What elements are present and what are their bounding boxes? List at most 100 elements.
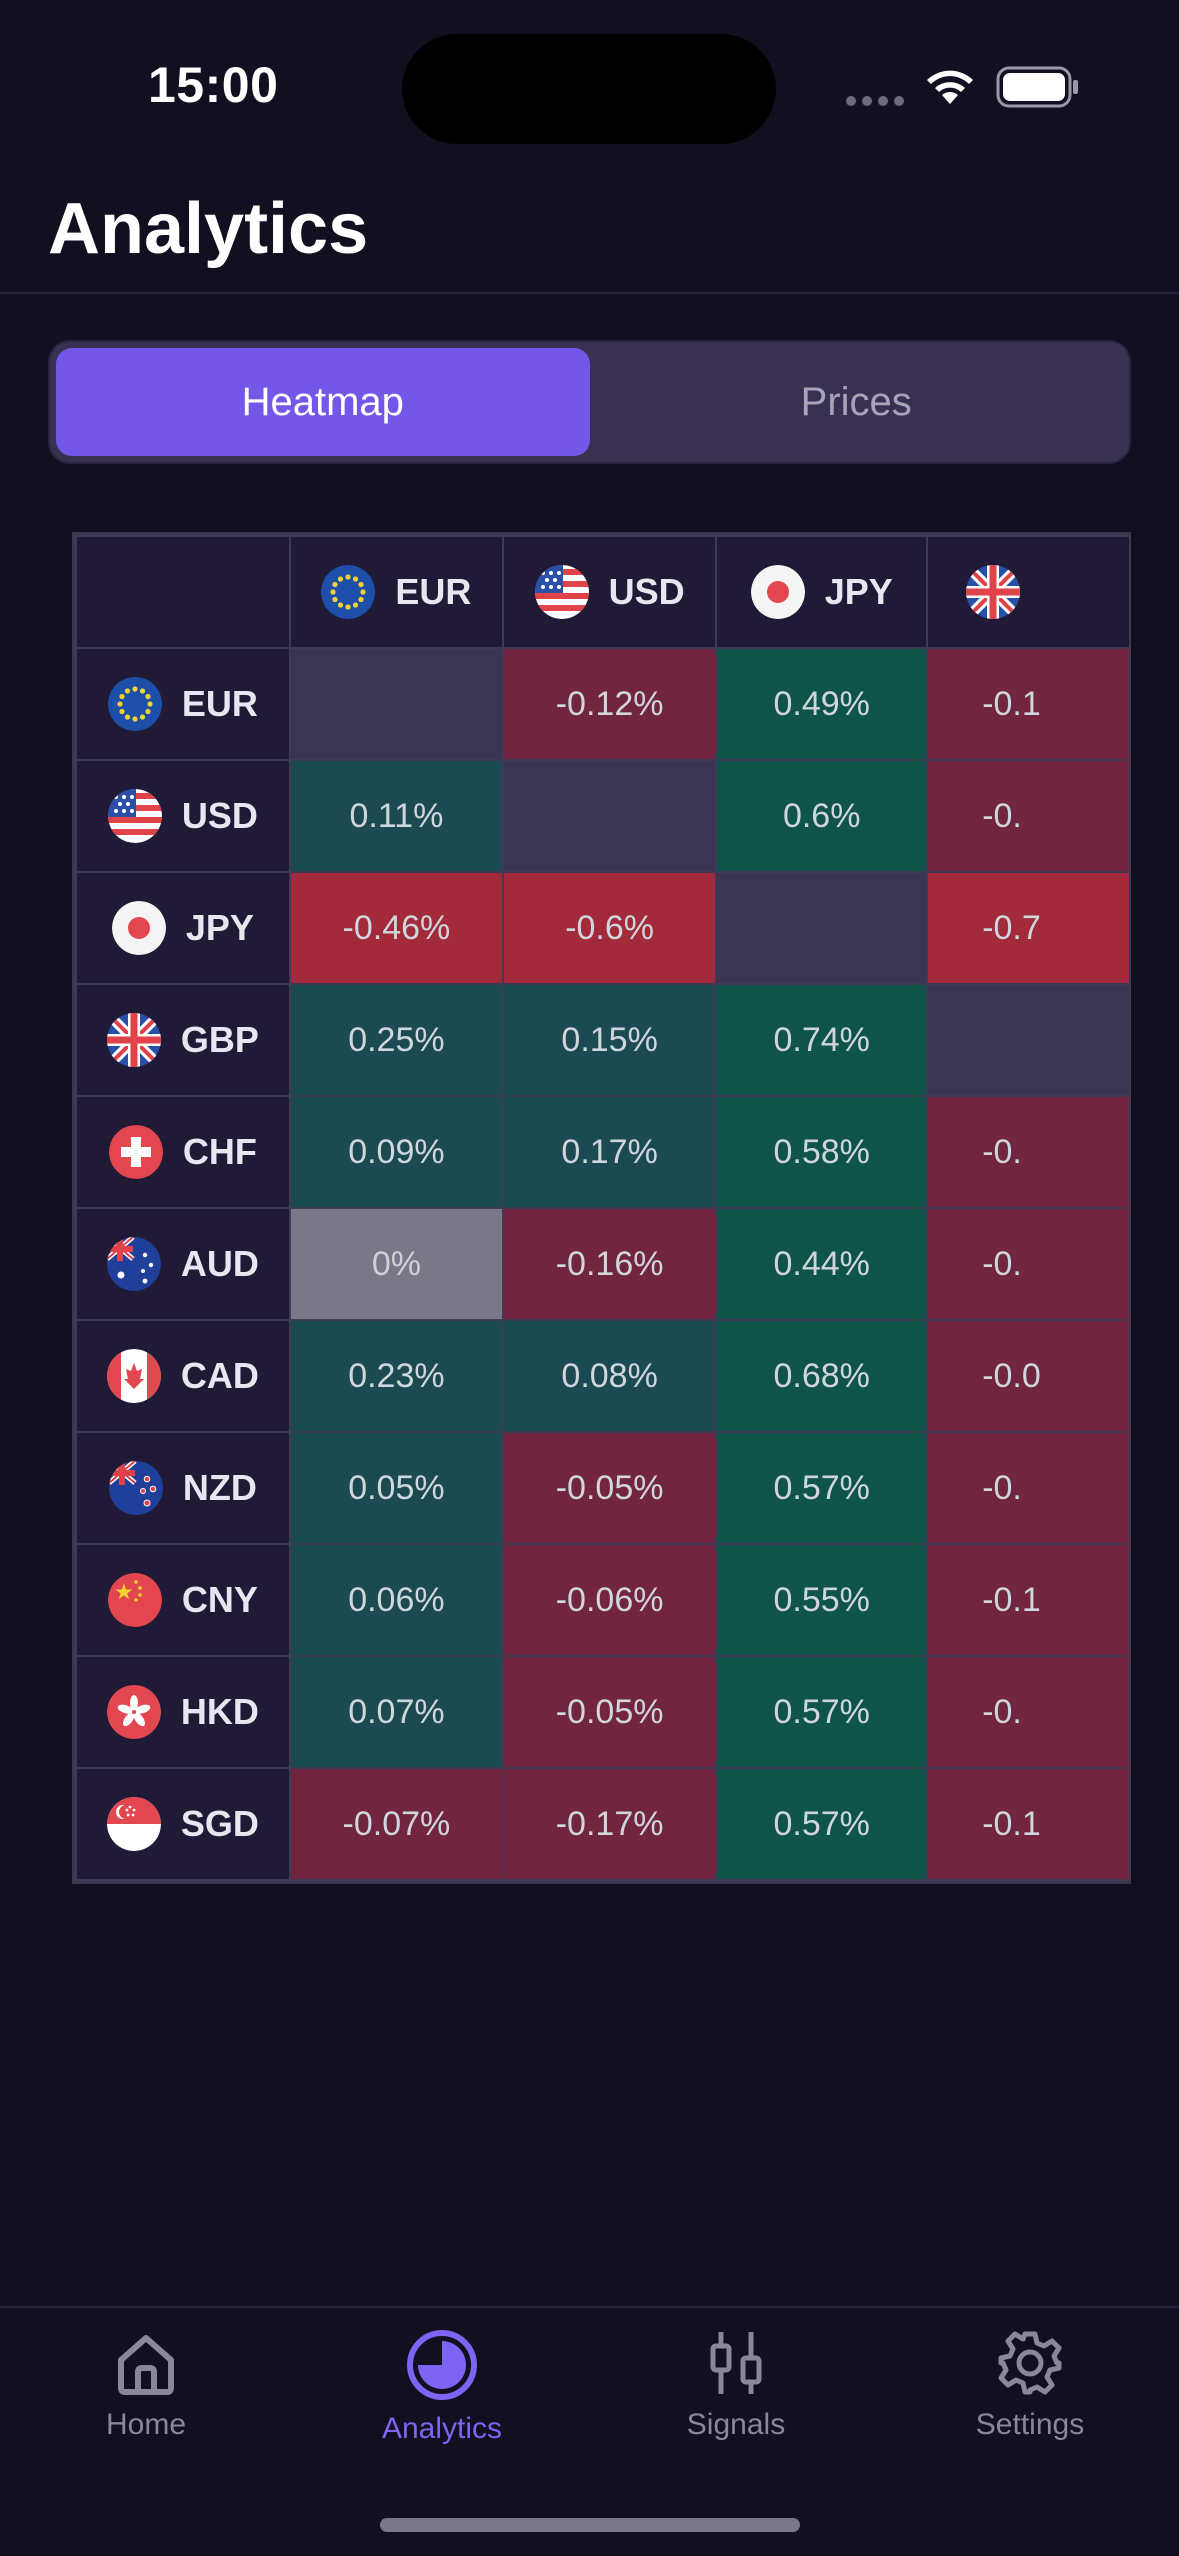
heatmap-cell[interactable]: -0. <box>926 1655 1131 1769</box>
heatmap-cell[interactable]: -0.06% <box>501 1543 718 1657</box>
heatmap-cell[interactable]: -0.0 <box>926 1319 1131 1433</box>
heatmap-cell[interactable]: 0.25% <box>288 983 505 1097</box>
heatmap-cell[interactable]: 0.06% <box>288 1543 505 1657</box>
us-flag-icon <box>107 789 162 843</box>
column-label: USD <box>608 571 685 612</box>
heatmap-cell[interactable]: 0.17% <box>501 1095 718 1209</box>
heatmap-table[interactable]: EUR USD JPY EUR -0.12% 0.49% -0.1 USD 0.11% 0.… <box>72 532 1131 1884</box>
heatmap-cell[interactable]: 0.05% <box>288 1431 505 1545</box>
heatmap-cell[interactable]: -0.05% <box>501 1431 718 1545</box>
tab-label: Signals <box>686 2408 786 2441</box>
eu-flag-icon <box>321 565 376 619</box>
heatmap-cell[interactable]: 0.09% <box>288 1095 505 1209</box>
row-label: SGD <box>180 1803 259 1844</box>
page-title: Analytics <box>48 189 369 269</box>
row-label: HKD <box>180 1691 259 1732</box>
row-header-hkd: HKD <box>75 1655 291 1769</box>
heatmap-cell[interactable]: -0.1 <box>926 1767 1131 1881</box>
row-label: USD <box>181 795 258 836</box>
row-label: AUD <box>180 1243 259 1284</box>
row-label: CAD <box>180 1355 259 1396</box>
row-header-aud: AUD <box>75 1207 291 1321</box>
heatmap-cell[interactable]: -0.05% <box>501 1655 718 1769</box>
eu-flag-icon <box>107 677 162 731</box>
heatmap-cell[interactable] <box>715 871 929 985</box>
battery-icon <box>996 66 1078 108</box>
heatmap-row: CAD 0.23% 0.08% 0.68% -0.0 <box>75 1319 1131 1433</box>
heatmap-cell[interactable]: 0.57% <box>715 1655 929 1769</box>
home-icon <box>118 2335 174 2395</box>
heatmap-cell[interactable] <box>926 983 1131 1097</box>
japan-flag-icon <box>750 565 805 619</box>
row-label: CNY <box>181 1579 258 1620</box>
heatmap-row: SGD -0.07% -0.17% 0.57% -0.1 <box>75 1767 1131 1881</box>
heatmap-cell[interactable]: -0. <box>926 759 1131 873</box>
tab-analytics[interactable]: Analytics <box>312 2328 572 2446</box>
heatmap-cell[interactable]: -0.1 <box>926 647 1131 761</box>
heatmap-header-row: EUR USD JPY <box>75 535 1131 649</box>
row-label: JPY <box>185 907 254 948</box>
tab-home[interactable]: Home <box>16 2328 276 2442</box>
home-indicator <box>380 2518 800 2532</box>
heatmap-cell[interactable]: 0.55% <box>715 1543 929 1657</box>
heatmap-cell[interactable]: 0.44% <box>715 1207 929 1321</box>
heatmap-cell[interactable]: -0.46% <box>288 871 505 985</box>
heatmap-cell[interactable]: 0.57% <box>715 1767 929 1881</box>
row-header-chf: CHF <box>75 1095 291 1209</box>
heatmap-cell[interactable]: 0.15% <box>501 983 718 1097</box>
segment-prices[interactable]: Prices <box>800 379 912 424</box>
heatmap-cell[interactable]: 0.57% <box>715 1431 929 1545</box>
heatmap-cell[interactable]: 0% <box>288 1207 505 1321</box>
heatmap-cell[interactable]: -0.07% <box>288 1767 505 1881</box>
heatmap-cell[interactable] <box>501 759 718 873</box>
wifi-icon <box>927 70 973 104</box>
status-time: 15:00 <box>148 57 279 113</box>
new-zealand-flag-icon <box>108 1461 163 1515</box>
us-flag-icon <box>534 565 589 619</box>
heatmap-cell[interactable]: 0.07% <box>288 1655 505 1769</box>
row-header-usd: USD <box>75 759 291 873</box>
heatmap-cell[interactable]: -0. <box>926 1095 1131 1209</box>
canada-flag-icon <box>106 1349 161 1403</box>
heatmap-cell[interactable]: -0.7 <box>926 871 1131 985</box>
heatmap-cell[interactable] <box>288 647 505 761</box>
heatmap-cell[interactable]: 0.68% <box>715 1319 929 1433</box>
tab-signals[interactable]: Signals <box>606 2328 866 2442</box>
row-label: CHF <box>182 1131 257 1172</box>
candlestick-icon <box>710 2332 762 2394</box>
tab-label: Analytics <box>381 2412 503 2445</box>
heatmap-row: JPY -0.46% -0.6% -0.7 <box>75 871 1131 985</box>
heatmap-cell[interactable]: 0.49% <box>715 647 929 761</box>
tab-bar: Home Analytics Signals Settings <box>0 2306 1179 2556</box>
column-header-eur: EUR <box>288 535 505 649</box>
uk-flag-icon <box>106 1013 161 1067</box>
heatmap-cell[interactable]: 0.11% <box>288 759 505 873</box>
row-header-gbp: GBP <box>75 983 291 1097</box>
heatmap-cell[interactable]: 0.58% <box>715 1095 929 1209</box>
china-flag-icon <box>107 1573 162 1627</box>
heatmap-cell[interactable]: -0.6% <box>501 871 718 985</box>
heatmap-cell[interactable]: 0.74% <box>715 983 929 1097</box>
heatmap-row: USD 0.11% 0.6% -0. <box>75 759 1131 873</box>
heatmap-cell[interactable]: -0.17% <box>501 1767 718 1881</box>
pie-chart-icon <box>407 2330 477 2400</box>
heatmap-cell[interactable]: 0.08% <box>501 1319 718 1433</box>
heatmap-row: HKD 0.07% -0.05% 0.57% -0. <box>75 1655 1131 1769</box>
australia-flag-icon <box>106 1237 161 1291</box>
cellular-signal-icon <box>846 96 904 106</box>
heatmap-cell[interactable]: -0.12% <box>501 647 718 761</box>
heatmap-cell[interactable]: -0. <box>926 1207 1131 1321</box>
heatmap-row: EUR -0.12% 0.49% -0.1 <box>75 647 1131 761</box>
row-header-jpy: JPY <box>75 871 291 985</box>
heatmap-cell[interactable]: 0.6% <box>715 759 929 873</box>
heatmap-cell[interactable]: -0. <box>926 1431 1131 1545</box>
heatmap-row: GBP 0.25% 0.15% 0.74% <box>75 983 1131 1097</box>
uk-flag-icon <box>966 565 1021 619</box>
row-label: NZD <box>182 1467 257 1508</box>
heatmap-cell[interactable]: 0.23% <box>288 1319 505 1433</box>
heatmap-cell[interactable]: -0.1 <box>926 1543 1131 1657</box>
tab-settings[interactable]: Settings <box>900 2328 1160 2442</box>
heatmap-cell[interactable]: -0.16% <box>501 1207 718 1321</box>
segment-heatmap[interactable]: Heatmap <box>56 348 590 456</box>
